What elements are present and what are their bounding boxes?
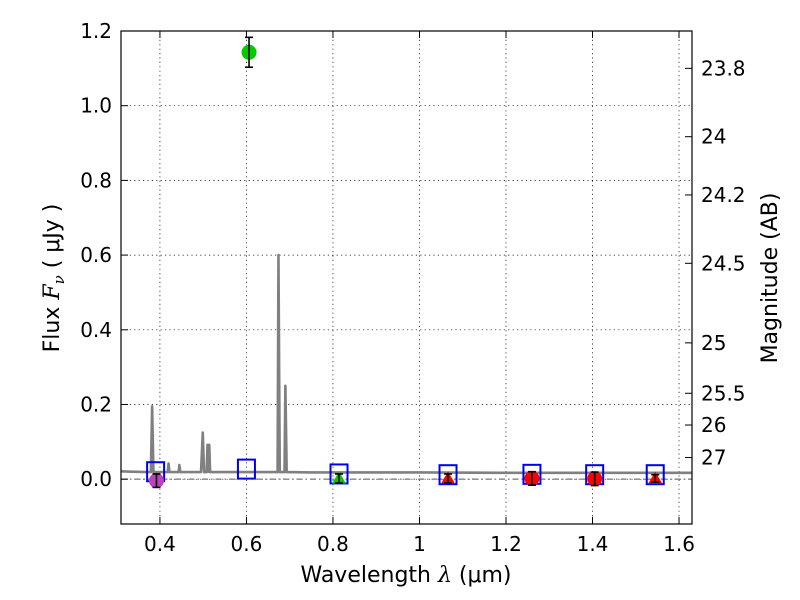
spectrum-line xyxy=(120,253,692,475)
y-tick-label: 0.2 xyxy=(80,392,112,416)
x-tick-label: 1.2 xyxy=(490,532,522,556)
y2-tick-label: 26 xyxy=(701,413,726,437)
model-photometry-square xyxy=(438,464,458,486)
y2-tick-label: 24 xyxy=(701,125,726,149)
y-axis: 0.0 0.2 0.4 0.6 0.8 1.0 1.2 xyxy=(80,19,128,491)
y2-tick-label: 24.5 xyxy=(701,251,746,275)
y2-tick-label: 24.2 xyxy=(701,183,746,207)
y2-axis-label: Magnitude (AB) xyxy=(758,193,783,364)
x-tick-label: 1 xyxy=(413,532,426,556)
x-tick-label: 1.4 xyxy=(577,532,609,556)
y2-tick-label: 23.8 xyxy=(701,56,746,80)
y2-axis: 23.8 24 24.2 24.5 25 25.5 26 27 xyxy=(685,56,746,470)
x-tick-label: 0.4 xyxy=(144,532,176,556)
y-tick-label: 0.4 xyxy=(80,318,112,342)
model-spectrum xyxy=(120,253,692,475)
y-tick-label: 1.0 xyxy=(80,94,112,118)
y-axis-label: Flux Fν ( μJy ) xyxy=(40,204,68,353)
plot-frame xyxy=(120,30,693,525)
y-tick-label: 1.2 xyxy=(80,19,112,43)
x-tick-label: 0.8 xyxy=(317,532,349,556)
y2-tick-label: 25.5 xyxy=(701,381,746,405)
y-tick-label: 0.8 xyxy=(80,168,112,192)
observed-photometry xyxy=(148,36,663,489)
x-tick-label: 0.6 xyxy=(231,532,263,556)
x-axis: 0.4 0.6 0.8 1 1.2 1.4 1.6 xyxy=(144,31,695,556)
y2-tick-label: 25 xyxy=(701,331,726,355)
y-tick-label: 0.0 xyxy=(80,467,112,491)
y-tick-label: 0.6 xyxy=(80,243,112,267)
model-photometry-square xyxy=(236,458,256,480)
model-photometry-square xyxy=(645,464,665,486)
x-axis-label: Wavelength λ (μm) xyxy=(300,563,511,588)
x-tick-label: 1.6 xyxy=(663,532,695,556)
y2-tick-label: 27 xyxy=(701,446,726,470)
